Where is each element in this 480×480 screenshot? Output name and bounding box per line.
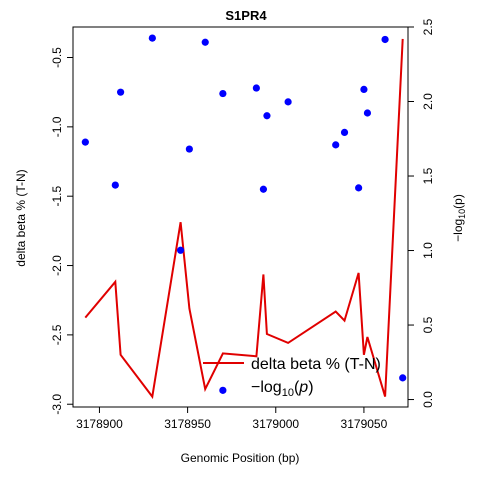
delta-beta-point xyxy=(185,145,193,153)
y2-axis-label: −log10(p) xyxy=(451,194,467,242)
delta-beta-series xyxy=(81,34,407,394)
y-axis-right: 0.0 0.5 1.0 1.5 2.0 2.5 xyxy=(408,18,435,408)
y-tick-label: -3.0 xyxy=(50,394,64,415)
legend-pvalue-base: −log xyxy=(251,379,282,396)
delta-beta-point xyxy=(284,98,292,106)
plot-frame xyxy=(72,26,409,408)
legend-pvalue-arg: ( xyxy=(294,379,300,396)
delta-beta-point xyxy=(355,184,363,192)
y-tick-label: -1.5 xyxy=(50,186,64,207)
y-tick-label: -2.5 xyxy=(50,324,64,345)
delta-beta-point xyxy=(201,38,209,46)
legend-label-delta-beta: delta beta % (T-N) xyxy=(251,356,381,373)
legend-pvalue-close: ) xyxy=(308,379,313,396)
legend-pvalue-p: p xyxy=(298,379,308,396)
delta-beta-point xyxy=(381,35,389,44)
y2-label-arg: (p) xyxy=(451,194,465,209)
pvalue-line xyxy=(84,38,404,400)
chart-title: S1PR4 xyxy=(225,8,267,23)
delta-beta-point xyxy=(219,386,227,394)
y-axis-left: -3.0 -2.5 -2.0 -1.5 -1.0 -0.5 xyxy=(50,47,73,415)
legend: delta beta % (T-N) −log10(p) xyxy=(203,356,381,399)
delta-beta-point xyxy=(332,141,340,149)
y2-label-sub: 10 xyxy=(457,209,467,219)
y-tick-label: -1.0 xyxy=(50,116,64,137)
y-axis-label: delta beta % (T-N) xyxy=(14,169,28,266)
y2-tick-label: 1.5 xyxy=(421,167,435,184)
x-tick-label: 3179050 xyxy=(341,417,388,431)
delta-beta-point xyxy=(340,128,349,137)
x-tick-label: 3178900 xyxy=(76,417,123,431)
x-tick-label: 3179000 xyxy=(252,417,299,431)
y2-tick-label: 2.0 xyxy=(421,93,435,110)
delta-beta-point xyxy=(148,34,156,42)
delta-beta-point xyxy=(363,109,372,117)
y-tick-label: -0.5 xyxy=(50,47,64,68)
delta-beta-point xyxy=(176,246,185,254)
delta-beta-point xyxy=(111,181,119,189)
y2-tick-label: 0.0 xyxy=(421,391,435,408)
y2-tick-label: 1.0 xyxy=(421,242,435,259)
delta-beta-point xyxy=(81,138,89,146)
delta-beta-point xyxy=(259,185,268,193)
delta-beta-point xyxy=(360,85,368,94)
y2-label-base: −log xyxy=(451,219,465,242)
y2-tick-label: 0.5 xyxy=(421,316,435,333)
delta-beta-point xyxy=(263,112,271,120)
legend-label-pvalue: −log10(p) xyxy=(251,379,314,399)
legend-pvalue-sub: 10 xyxy=(282,387,294,399)
delta-beta-point xyxy=(252,84,260,92)
y2-tick-label: 2.5 xyxy=(421,18,435,35)
delta-beta-point xyxy=(399,374,407,382)
delta-beta-point xyxy=(117,88,125,96)
y-tick-label: -2.0 xyxy=(50,255,64,276)
delta-beta-point xyxy=(219,89,227,98)
x-tick-label: 3178950 xyxy=(164,417,211,431)
pvalue-series xyxy=(84,38,404,400)
x-axis-label: Genomic Position (bp) xyxy=(181,451,300,465)
x-axis: 3178900 3178950 3179000 3179050 xyxy=(76,407,388,431)
